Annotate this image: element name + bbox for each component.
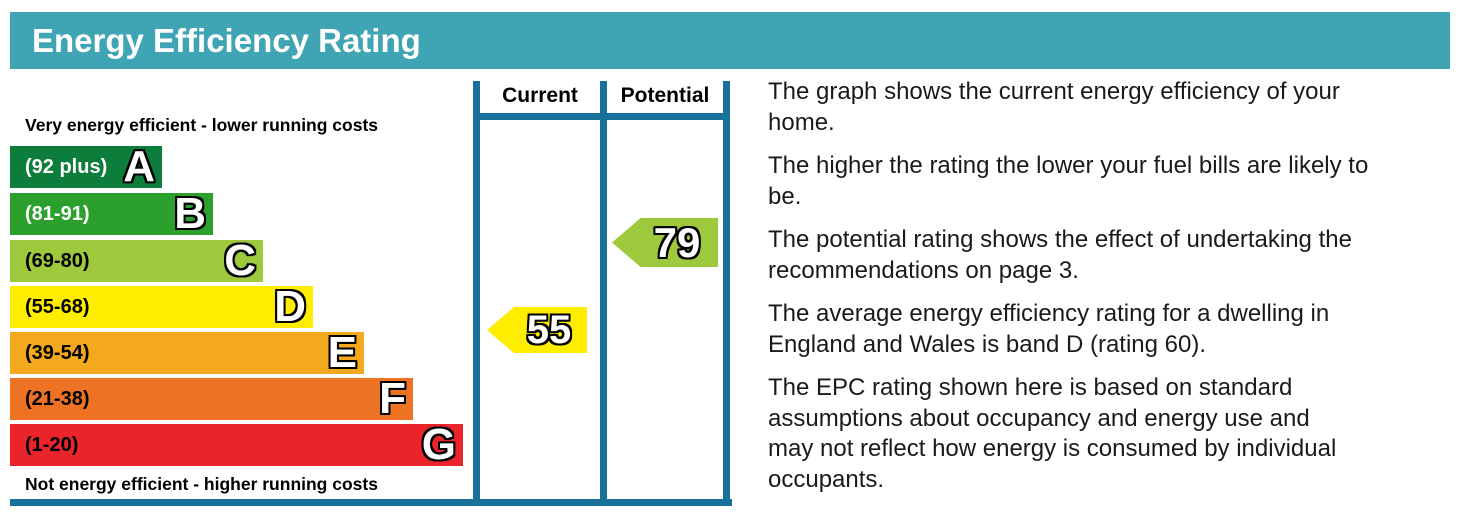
column-header-underline <box>473 113 730 120</box>
chart-border-right <box>723 81 730 506</box>
band-range: (55-68) <box>25 296 90 318</box>
band-range: (39-54) <box>25 342 90 364</box>
column-header-potential: Potential <box>620 84 710 107</box>
bottom-note: Not energy efficient - higher running co… <box>25 474 378 494</box>
description-paragraph-4: The average energy efficiency rating for… <box>768 300 1330 358</box>
band-range: (21-38) <box>25 388 90 410</box>
description-paragraph-2: The higher the rating the lower your fue… <box>768 152 1369 210</box>
band-range: (92 plus) <box>25 156 108 178</box>
current-rating-value: 55 <box>526 308 572 352</box>
band-row-a: (92 plus) A <box>10 142 162 191</box>
header-bar: Energy Efficiency Rating <box>10 12 1450 69</box>
description-paragraph-3: The potential rating shows the effect of… <box>768 226 1352 284</box>
band-row-d: (55-68) D <box>10 282 313 331</box>
band-row-c: (69-80) C <box>10 236 263 285</box>
current-rating-arrow: 55 <box>487 307 587 353</box>
band-row-e: (39-54) E <box>10 328 364 377</box>
band-letter: G <box>421 420 456 469</box>
description-text: The graph shows the current energy effic… <box>768 77 1461 508</box>
band-letter: E <box>327 328 357 377</box>
chart-border-bottom <box>10 499 732 506</box>
chart-border-middle <box>600 81 607 506</box>
description-paragraph-1: The graph shows the current energy effic… <box>768 78 1340 136</box>
band-letter: C <box>224 236 256 285</box>
band-letter: A <box>123 142 155 191</box>
top-note: Very energy efficient - lower running co… <box>25 115 379 135</box>
band-range: (81-91) <box>25 203 90 225</box>
band-letter: B <box>174 189 206 238</box>
chart-border-left <box>473 81 480 506</box>
column-header-current: Current <box>502 84 578 107</box>
band-range: (69-80) <box>25 250 90 272</box>
band-letter: D <box>274 282 306 331</box>
potential-rating-value: 79 <box>653 219 701 266</box>
band-row-g: (1-20) G <box>10 420 463 469</box>
band-range: (1-20) <box>25 434 79 456</box>
page-title: Energy Efficiency Rating <box>32 22 421 59</box>
description-paragraph-5: The EPC rating shown here is based on st… <box>768 374 1337 493</box>
band-row-b: (81-91) B <box>10 189 213 238</box>
band-row-f: (21-38) F <box>10 374 413 423</box>
potential-rating-arrow: 79 <box>612 218 718 267</box>
band-letter: F <box>379 374 406 423</box>
